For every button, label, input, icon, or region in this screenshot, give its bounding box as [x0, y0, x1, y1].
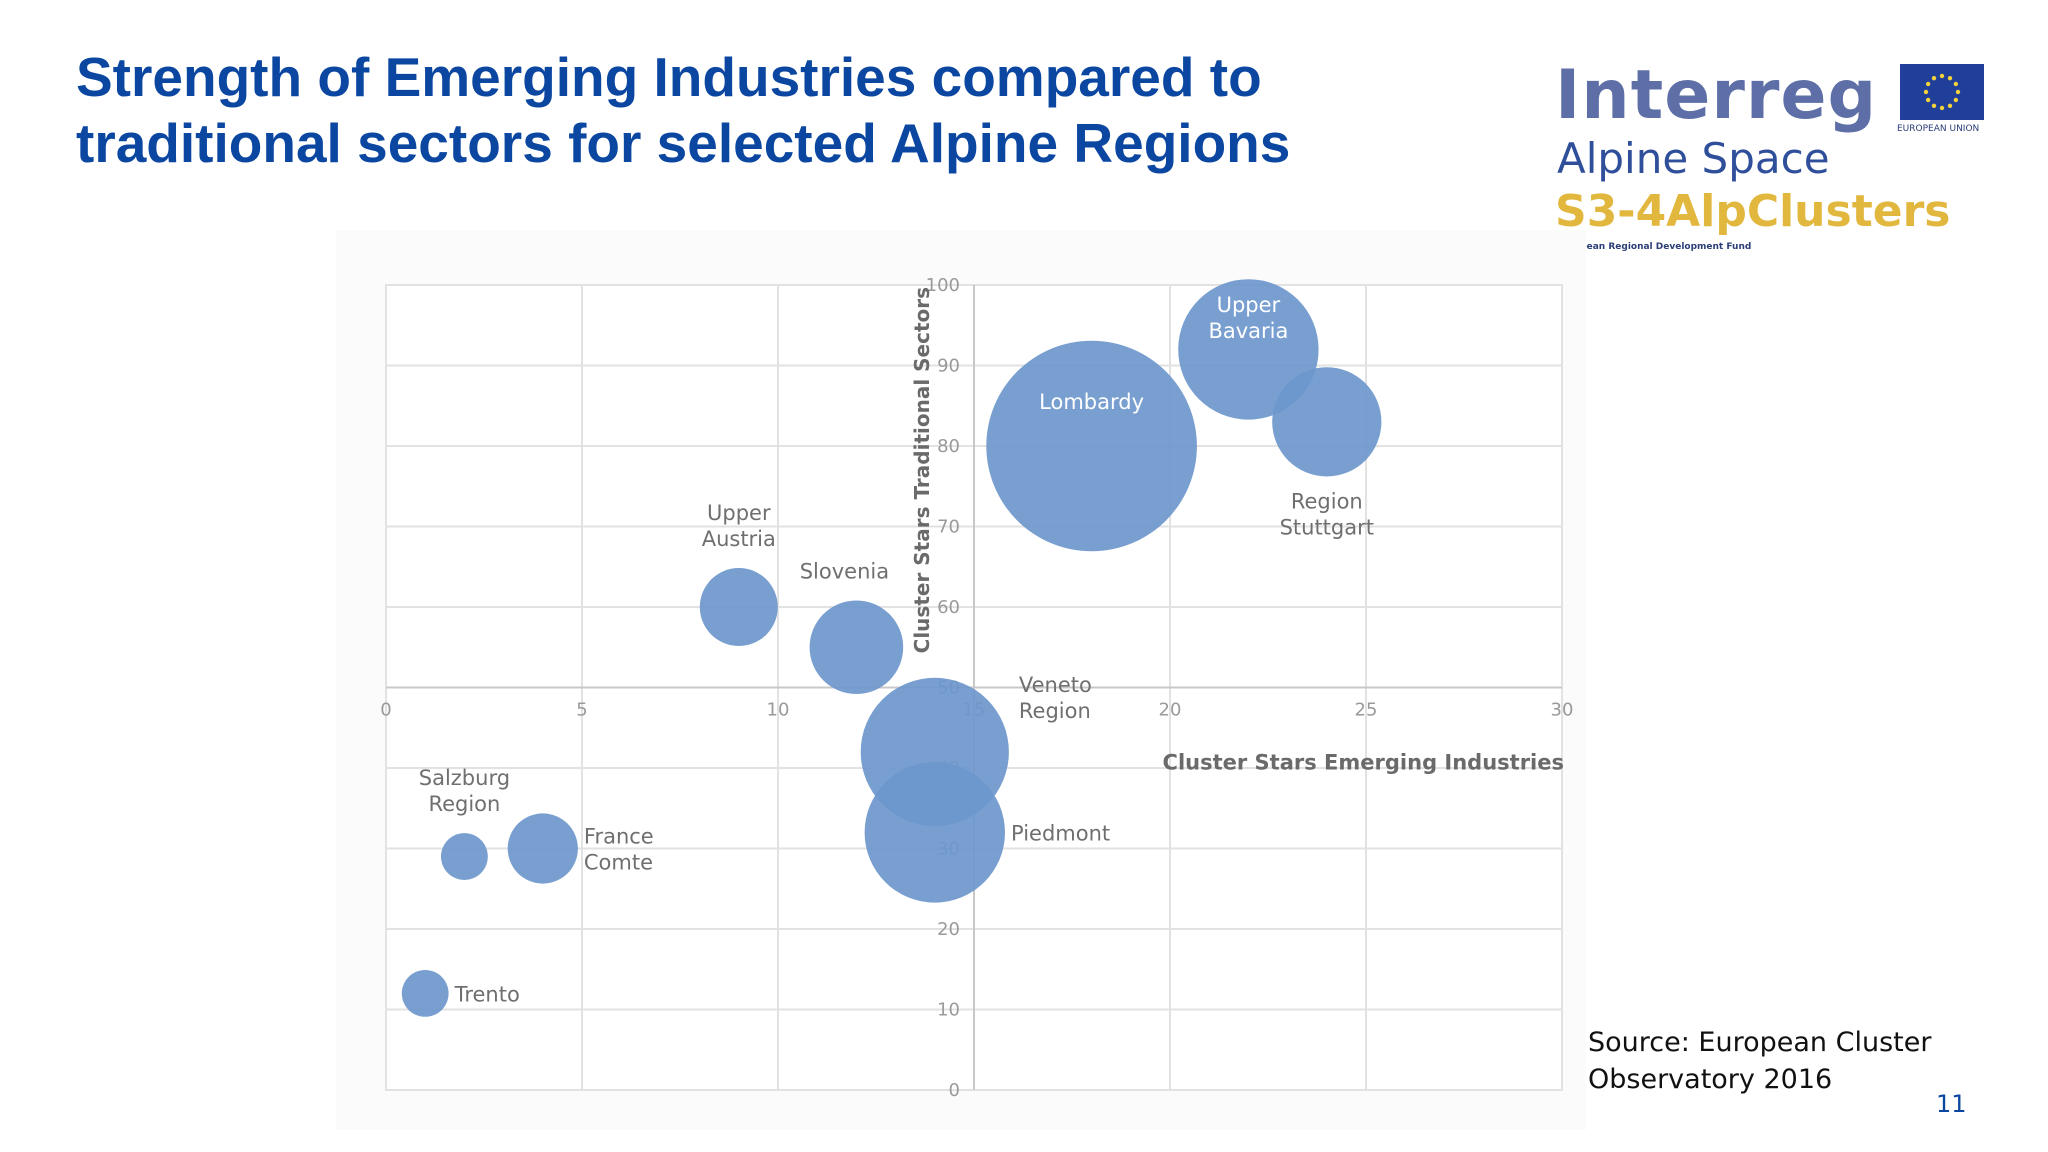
eu-star: [1953, 97, 1959, 103]
source-note: Source: European Cluster Observatory 201…: [1588, 1024, 1948, 1098]
logo-fund-text: European Regional Development Fund: [1557, 242, 1752, 252]
y-axis-title: Cluster Stars Traditional Sectors: [910, 287, 934, 653]
eu-star: [1925, 81, 1931, 87]
eu-star: [1931, 103, 1937, 109]
chart-svg: 0510152025300102030405060708090100Cluste…: [380, 275, 1573, 1101]
eu-flag-label: EUROPEAN UNION: [1897, 124, 1980, 134]
bubble-label: Slovenia: [800, 559, 889, 583]
eu-star: [1923, 89, 1929, 95]
chart-labels: UpperBavariaLombardyRegionStuttgartUpper…: [419, 293, 1374, 1007]
y-tick-label: 90: [937, 356, 960, 377]
x-tick-label: 25: [1355, 700, 1378, 721]
eu-stars-icon: [1923, 73, 1961, 111]
chart-bubbles: [401, 279, 1382, 1017]
slide-title-line-1: Strength of Emerging Industries compared…: [76, 46, 1262, 108]
bubble-label: Trento: [454, 982, 520, 1006]
x-tick-label: 30: [1551, 700, 1574, 721]
bubble: [699, 568, 778, 646]
bubble: [401, 970, 449, 1017]
chart-axes: 0510152025300102030405060708090100Cluste…: [380, 275, 1573, 1101]
bubble: [1272, 367, 1382, 477]
slide-title-line-2: traditional sectors for selected Alpine …: [76, 112, 1291, 174]
bubble-label: Austria: [702, 527, 776, 551]
slide-title: Strength of Emerging Industries compared…: [76, 44, 1516, 176]
bubble-label: Upper: [707, 501, 771, 525]
bubble: [986, 340, 1197, 552]
bubble-chart: 0510152025300102030405060708090100Cluste…: [336, 230, 1586, 1130]
eu-star: [1955, 89, 1961, 95]
bubble-label: Region: [1291, 489, 1363, 513]
y-tick-label: 70: [937, 517, 960, 538]
bubble: [507, 813, 578, 884]
bubble-label: Veneto: [1019, 673, 1092, 697]
bubble: [809, 600, 904, 695]
eu-flag-icon: [1900, 64, 1984, 120]
eu-star: [1947, 103, 1953, 109]
bubble-label: France: [584, 825, 654, 849]
bubble-label: Comte: [584, 851, 653, 875]
logo-subtitle: Alpine Space: [1557, 134, 1830, 183]
bubble-label: Region: [428, 792, 500, 816]
y-tick-label: 0: [949, 1080, 960, 1101]
bubble-label: Piedmont: [1011, 821, 1110, 845]
x-tick-label: 10: [767, 700, 790, 721]
y-tick-label: 80: [937, 436, 960, 457]
y-tick-label: 20: [937, 919, 960, 940]
bubble: [864, 762, 1005, 903]
eu-star: [1939, 73, 1945, 79]
x-tick-label: 0: [380, 700, 391, 721]
x-axis-title: Cluster Stars Emerging Industries: [1163, 751, 1564, 775]
y-tick-label: 60: [937, 597, 960, 618]
y-tick-label: 100: [926, 275, 960, 296]
interreg-logo: Interreg Alpine Space S3-4AlpClusters Eu…: [1555, 56, 1985, 256]
eu-star: [1939, 105, 1945, 111]
bubble-label: Upper: [1217, 293, 1281, 317]
bubble-label: Lombardy: [1039, 390, 1144, 414]
bubble: [441, 833, 488, 880]
eu-star: [1925, 97, 1931, 103]
source-line-2: Observatory 2016: [1588, 1064, 1833, 1095]
logo-project-name: S3-4AlpClusters: [1555, 186, 1951, 237]
bubble: [1178, 279, 1319, 420]
bubble-label: Stuttgart: [1280, 515, 1374, 539]
bubble-label: Salzburg: [419, 766, 510, 790]
eu-star: [1953, 81, 1959, 87]
bubble-label: Bavaria: [1208, 319, 1288, 343]
eu-star: [1931, 75, 1937, 81]
bubble-label: Region: [1019, 699, 1091, 723]
y-tick-label: 10: [937, 1000, 960, 1021]
x-tick-label: 5: [576, 700, 587, 721]
source-line-1: Source: European Cluster: [1588, 1027, 1932, 1058]
eu-star: [1947, 75, 1953, 81]
logo-wordmark: Interreg: [1555, 56, 1878, 135]
page-number: 11: [1936, 1090, 1967, 1118]
x-tick-label: 20: [1159, 700, 1182, 721]
